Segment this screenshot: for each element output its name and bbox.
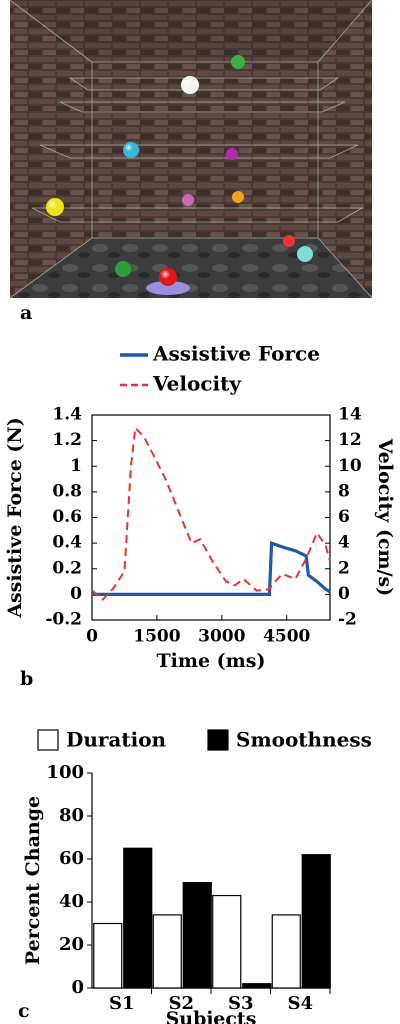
x-tick-label: 0: [86, 627, 98, 647]
y-tick-label: 0.8: [52, 481, 82, 501]
y-tick-label: 0.6: [52, 507, 82, 527]
y-tick-label: 0.2: [52, 558, 82, 578]
x-tick-label: 4500: [263, 627, 310, 647]
y2-tick-label: 12: [338, 430, 362, 450]
legend-label: Velocity: [152, 372, 242, 396]
y2-axis-label: Velocity (cm/s): [374, 438, 396, 596]
y-tick-label: 60: [59, 848, 84, 869]
y-tick-label: 0: [71, 977, 84, 998]
bar: [152, 914, 182, 989]
bar: [93, 922, 123, 989]
legend-swatch: [207, 729, 229, 751]
x-tick-label: 3000: [198, 627, 245, 647]
y-tick-label: 1: [70, 456, 82, 476]
y2-tick-label: 14: [338, 405, 362, 425]
y2-tick-label: 10: [338, 456, 362, 476]
data-line: [91, 425, 331, 601]
plot-frame: [91, 414, 331, 621]
y-tick-label: 20: [59, 934, 84, 955]
panel-label: b: [20, 668, 33, 690]
y-tick-label: 80: [59, 805, 84, 826]
y-tick-label: 100: [46, 762, 84, 783]
legend-label: Duration: [66, 728, 167, 752]
x-tick-label: S3: [228, 993, 254, 1014]
y-tick-label: 40: [59, 891, 84, 912]
x-tick-label: S1: [109, 993, 135, 1014]
panel-label: a: [20, 302, 32, 324]
legend-swatch: [37, 729, 59, 751]
y-tick-label: 1.4: [52, 405, 82, 425]
bar: [212, 894, 242, 989]
scene-image: [9, 0, 373, 299]
y2-tick-label: 0: [338, 584, 350, 604]
bar: [182, 882, 212, 989]
x-axis-label: Time (ms): [157, 650, 266, 672]
y-tick-label: 0.4: [52, 533, 82, 553]
y2-tick-label: 8: [338, 481, 350, 501]
x-axis-label: Subjects: [166, 1008, 257, 1024]
x-tick-label: 1500: [133, 627, 180, 647]
y-axis-label: Assistive Force (N): [4, 417, 26, 619]
y2-tick-label: 6: [338, 507, 350, 527]
panel-label: c: [18, 1000, 30, 1022]
y-axis-label: Percent Change: [22, 796, 44, 965]
legend-label: Assistive Force: [152, 342, 320, 366]
y2-tick-label: -2: [338, 610, 357, 630]
y-tick-label: 0: [70, 584, 82, 604]
bar: [301, 854, 331, 989]
y-tick-label: 1.2: [52, 430, 82, 450]
legend-label: Smoothness: [236, 728, 372, 752]
y-tick-label: -0.2: [45, 610, 82, 630]
y2-tick-label: 4: [338, 533, 350, 553]
data-line: [92, 540, 331, 596]
y2-tick-label: 2: [338, 558, 350, 578]
x-tick-label: S2: [168, 993, 194, 1014]
bar: [123, 847, 153, 989]
bar: [271, 914, 301, 989]
bar: [242, 983, 272, 989]
x-tick-label: S4: [287, 993, 313, 1014]
